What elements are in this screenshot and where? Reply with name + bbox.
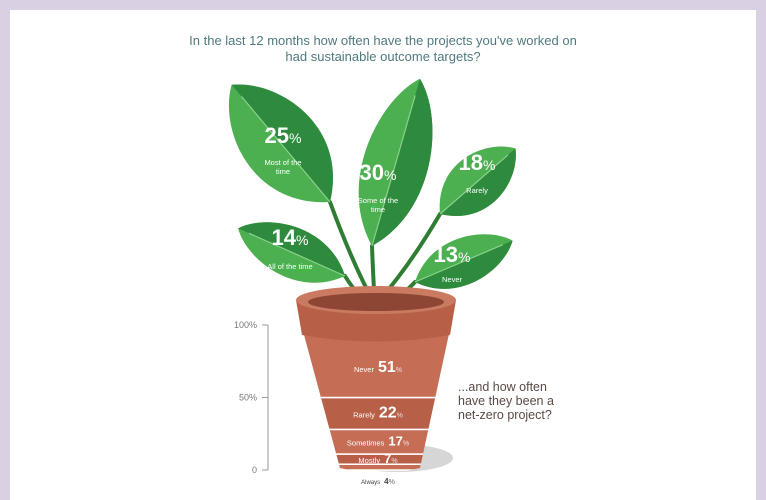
category-label: Most of the time	[264, 158, 302, 176]
segment-label: Always 4%	[361, 477, 395, 486]
value-label: 25%	[265, 123, 302, 148]
segment-label: Never 51%	[354, 359, 402, 376]
leaf	[228, 84, 333, 203]
category: Sometimes	[347, 439, 385, 448]
value: 22	[379, 404, 397, 421]
value-label: 18%	[459, 150, 496, 175]
segment	[300, 396, 452, 431]
value-label: 13%	[434, 242, 471, 267]
unit: %	[458, 249, 470, 265]
segment-label: Sometimes 17%	[347, 434, 409, 449]
category: Mostly	[358, 456, 380, 465]
value: 4	[384, 477, 389, 486]
unit: %	[397, 412, 403, 419]
unit: %	[403, 441, 409, 448]
pot-soil	[308, 293, 444, 311]
leaf-half	[415, 240, 513, 289]
category: Always	[361, 480, 380, 486]
value: 30	[360, 160, 384, 185]
category-label: Never	[441, 275, 462, 284]
leaf	[439, 146, 516, 216]
annotation: ...and how often have they been a net-ze…	[458, 380, 554, 422]
chart-title: In the last 12 months how often have the…	[189, 33, 577, 64]
value: 13	[434, 242, 458, 267]
segment-label: Rarely 22%	[353, 404, 403, 421]
leaf-half	[372, 78, 433, 246]
unit: %	[389, 479, 395, 486]
leaf	[358, 78, 433, 247]
value: 17	[388, 434, 402, 449]
segment-label: Mostly 7%	[358, 451, 397, 466]
unit: %	[289, 130, 301, 146]
value: 14	[272, 225, 297, 250]
unit: %	[296, 232, 308, 248]
value-label: 14%	[272, 225, 309, 250]
category: Never	[354, 365, 375, 374]
unit: %	[384, 167, 396, 183]
leaf-vein	[414, 244, 504, 283]
category-label: Some of the time	[357, 196, 399, 214]
leaf-vein	[248, 232, 346, 277]
leaf-vein	[241, 96, 331, 203]
value: 25	[265, 123, 289, 148]
y-tick-label: 0	[252, 465, 257, 475]
value: 18	[459, 150, 483, 175]
leaf-vein	[371, 95, 416, 247]
category: Rarely	[353, 410, 375, 419]
leaf-vein	[439, 154, 509, 215]
unit: %	[391, 458, 397, 465]
leaf-half	[238, 222, 345, 276]
category-label: Rarely	[466, 186, 488, 195]
leaf	[238, 222, 346, 283]
unit: %	[396, 367, 402, 374]
leaf	[414, 234, 513, 289]
unit: %	[483, 157, 495, 173]
category-label: All of the time	[267, 262, 313, 271]
value: 51	[378, 359, 396, 376]
y-tick-label: 50%	[239, 393, 257, 403]
value-label: 30%	[360, 160, 397, 185]
leaf-half	[231, 84, 333, 202]
value: 7	[384, 451, 391, 466]
y-tick-label: 100%	[234, 320, 257, 330]
